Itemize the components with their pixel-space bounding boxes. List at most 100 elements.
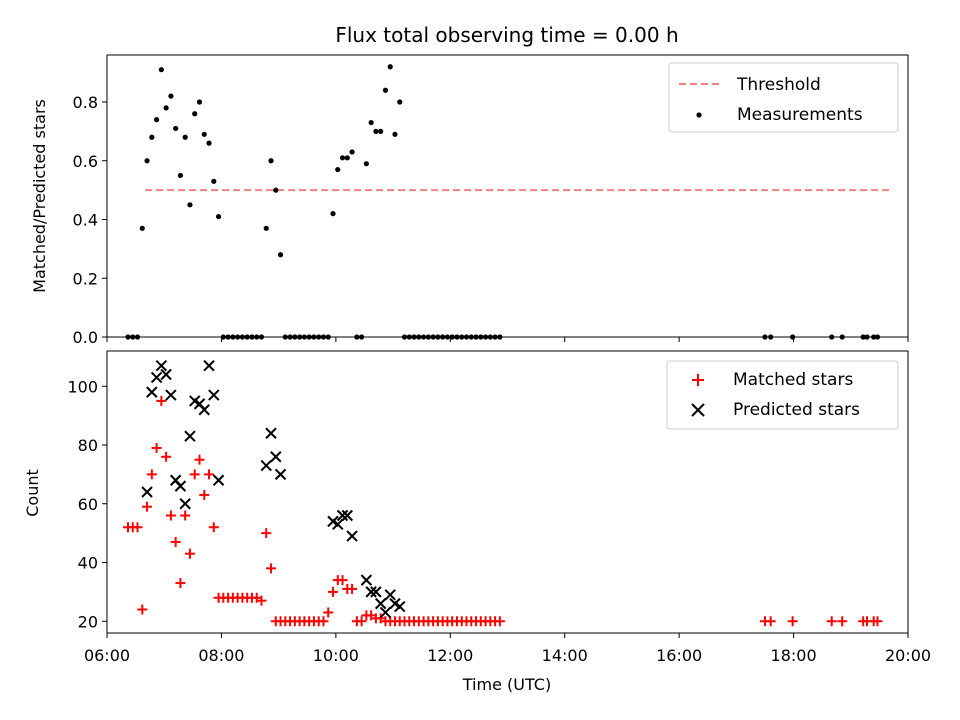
matched-star-point: [165, 510, 176, 521]
predicted-star-point: [346, 530, 358, 542]
bottom-x-tick-label: 14:00: [542, 646, 588, 665]
predicted-star-point: [150, 371, 163, 384]
measurement-point: [153, 117, 160, 123]
top-y-tick-label: 0.8: [73, 93, 98, 112]
predicted-star-point: [179, 498, 191, 510]
measurement-point: [163, 105, 169, 111]
matched-star-point: [337, 575, 348, 586]
measurement-point: [168, 93, 174, 99]
predicted-star-point: [265, 427, 277, 439]
measurement-point: [192, 111, 198, 117]
measurement-point: [215, 213, 222, 220]
matched-star-point: [161, 451, 172, 462]
bottom-x-tick-label: 10:00: [313, 646, 359, 665]
legend-measurements-swatch: [696, 112, 702, 118]
matched-star-point: [204, 469, 215, 480]
measurement-point: [273, 187, 279, 193]
measurement-point: [382, 87, 389, 93]
matched-star-point: [765, 616, 776, 627]
predicted-star-point: [379, 606, 392, 619]
predicted-star-point: [165, 389, 177, 401]
matched-star-point: [175, 578, 186, 589]
matched-star-point: [266, 563, 277, 574]
predicted-star-point: [212, 474, 225, 486]
top-y-axis-label: Matched/Predicted stars: [30, 99, 49, 293]
matched-star-point: [146, 469, 157, 480]
matched-star-point: [261, 528, 272, 539]
top-y-tick-label: 0.4: [73, 211, 98, 230]
predicted-star-point: [332, 518, 344, 531]
matched-star-point: [356, 616, 367, 627]
predicted-star-point: [198, 404, 210, 416]
bottom-axes-frame: [106, 350, 909, 634]
measurement-point: [206, 140, 212, 146]
measurement-point: [392, 131, 398, 137]
top-panel: 0.00.20.40.60.8 Matched/Predicted stars …: [30, 54, 909, 347]
measurement-point: [196, 99, 203, 105]
top-y-tick-label: 0.0: [73, 328, 98, 347]
predicted-star-point: [270, 451, 282, 463]
measurement-point: [339, 155, 346, 161]
matched-star-point: [151, 442, 162, 453]
legend-measurements-label: Measurements: [737, 105, 863, 125]
bottom-x-tick-label: 08:00: [198, 646, 244, 665]
top-axes-frame: [106, 54, 909, 338]
matched-star-point: [872, 616, 883, 627]
bottom-x-axis-label: Time (UTC): [462, 675, 551, 694]
measurement-point: [387, 64, 393, 70]
measurement-point: [263, 225, 269, 231]
legend-predicted-swatch: [691, 403, 705, 417]
matched-star-point: [194, 454, 205, 465]
bottom-y-tick-label: 100: [67, 377, 98, 396]
matched-star-point: [184, 548, 195, 559]
measurement-point: [373, 128, 379, 134]
predicted-star-point: [365, 586, 377, 598]
chart-title: Flux total observing time = 0.00 h: [335, 23, 678, 47]
predicted-star-point: [203, 359, 215, 372]
measurement-point: [277, 252, 284, 258]
measurement-point: [344, 155, 350, 161]
matched-star-point: [347, 583, 358, 594]
measurement-point: [397, 99, 403, 105]
legend-threshold-label: Threshold: [736, 75, 821, 95]
matched-star-point: [189, 469, 200, 480]
matched-star-point: [142, 501, 153, 512]
bottom-x-tick-label: 06:00: [84, 646, 130, 665]
measurement-point: [182, 134, 188, 140]
predicted-star-point: [155, 359, 168, 372]
matched-star-point: [787, 616, 798, 627]
predicted-star-point: [184, 430, 196, 442]
bottom-x-tick-label: 12:00: [427, 646, 473, 665]
matched-star-point: [156, 395, 167, 406]
matched-star-point: [208, 522, 219, 533]
measurement-point: [139, 225, 145, 231]
matched-star-point: [180, 510, 191, 521]
measurement-point: [330, 211, 336, 217]
measurement-point: [211, 178, 217, 184]
bottom-x-tick-label: 18:00: [771, 646, 817, 665]
predicted-star-point: [174, 480, 187, 492]
bottom-legend: Matched stars Predicted stars: [666, 360, 899, 430]
measurement-point: [177, 172, 184, 179]
matched-star-point: [327, 586, 338, 597]
measurement-point: [335, 166, 341, 173]
predicted-star-point: [274, 468, 287, 481]
matched-star-point: [494, 616, 505, 627]
measurement-point: [144, 158, 150, 164]
measurement-point: [158, 67, 164, 73]
matched-star-point: [323, 607, 334, 618]
legend-matched-label: Matched stars: [733, 370, 853, 390]
predicted-star-point: [360, 574, 373, 586]
bottom-y-tick-label: 60: [78, 495, 98, 514]
legend-matched-swatch: [692, 374, 704, 386]
bottom-y-tick-label: 20: [78, 612, 98, 631]
matched-star-point: [837, 616, 848, 627]
predicted-star-point: [141, 486, 153, 498]
measurement-point: [187, 202, 193, 208]
predicted-star-point: [260, 459, 272, 472]
measurement-point: [349, 149, 355, 155]
measurement-point: [363, 161, 369, 167]
measurement-point: [149, 134, 155, 140]
bottom-panel: 20 40 60 80 100 06:00 08:00 10:00 12:00 14:00 16:…: [23, 350, 931, 694]
